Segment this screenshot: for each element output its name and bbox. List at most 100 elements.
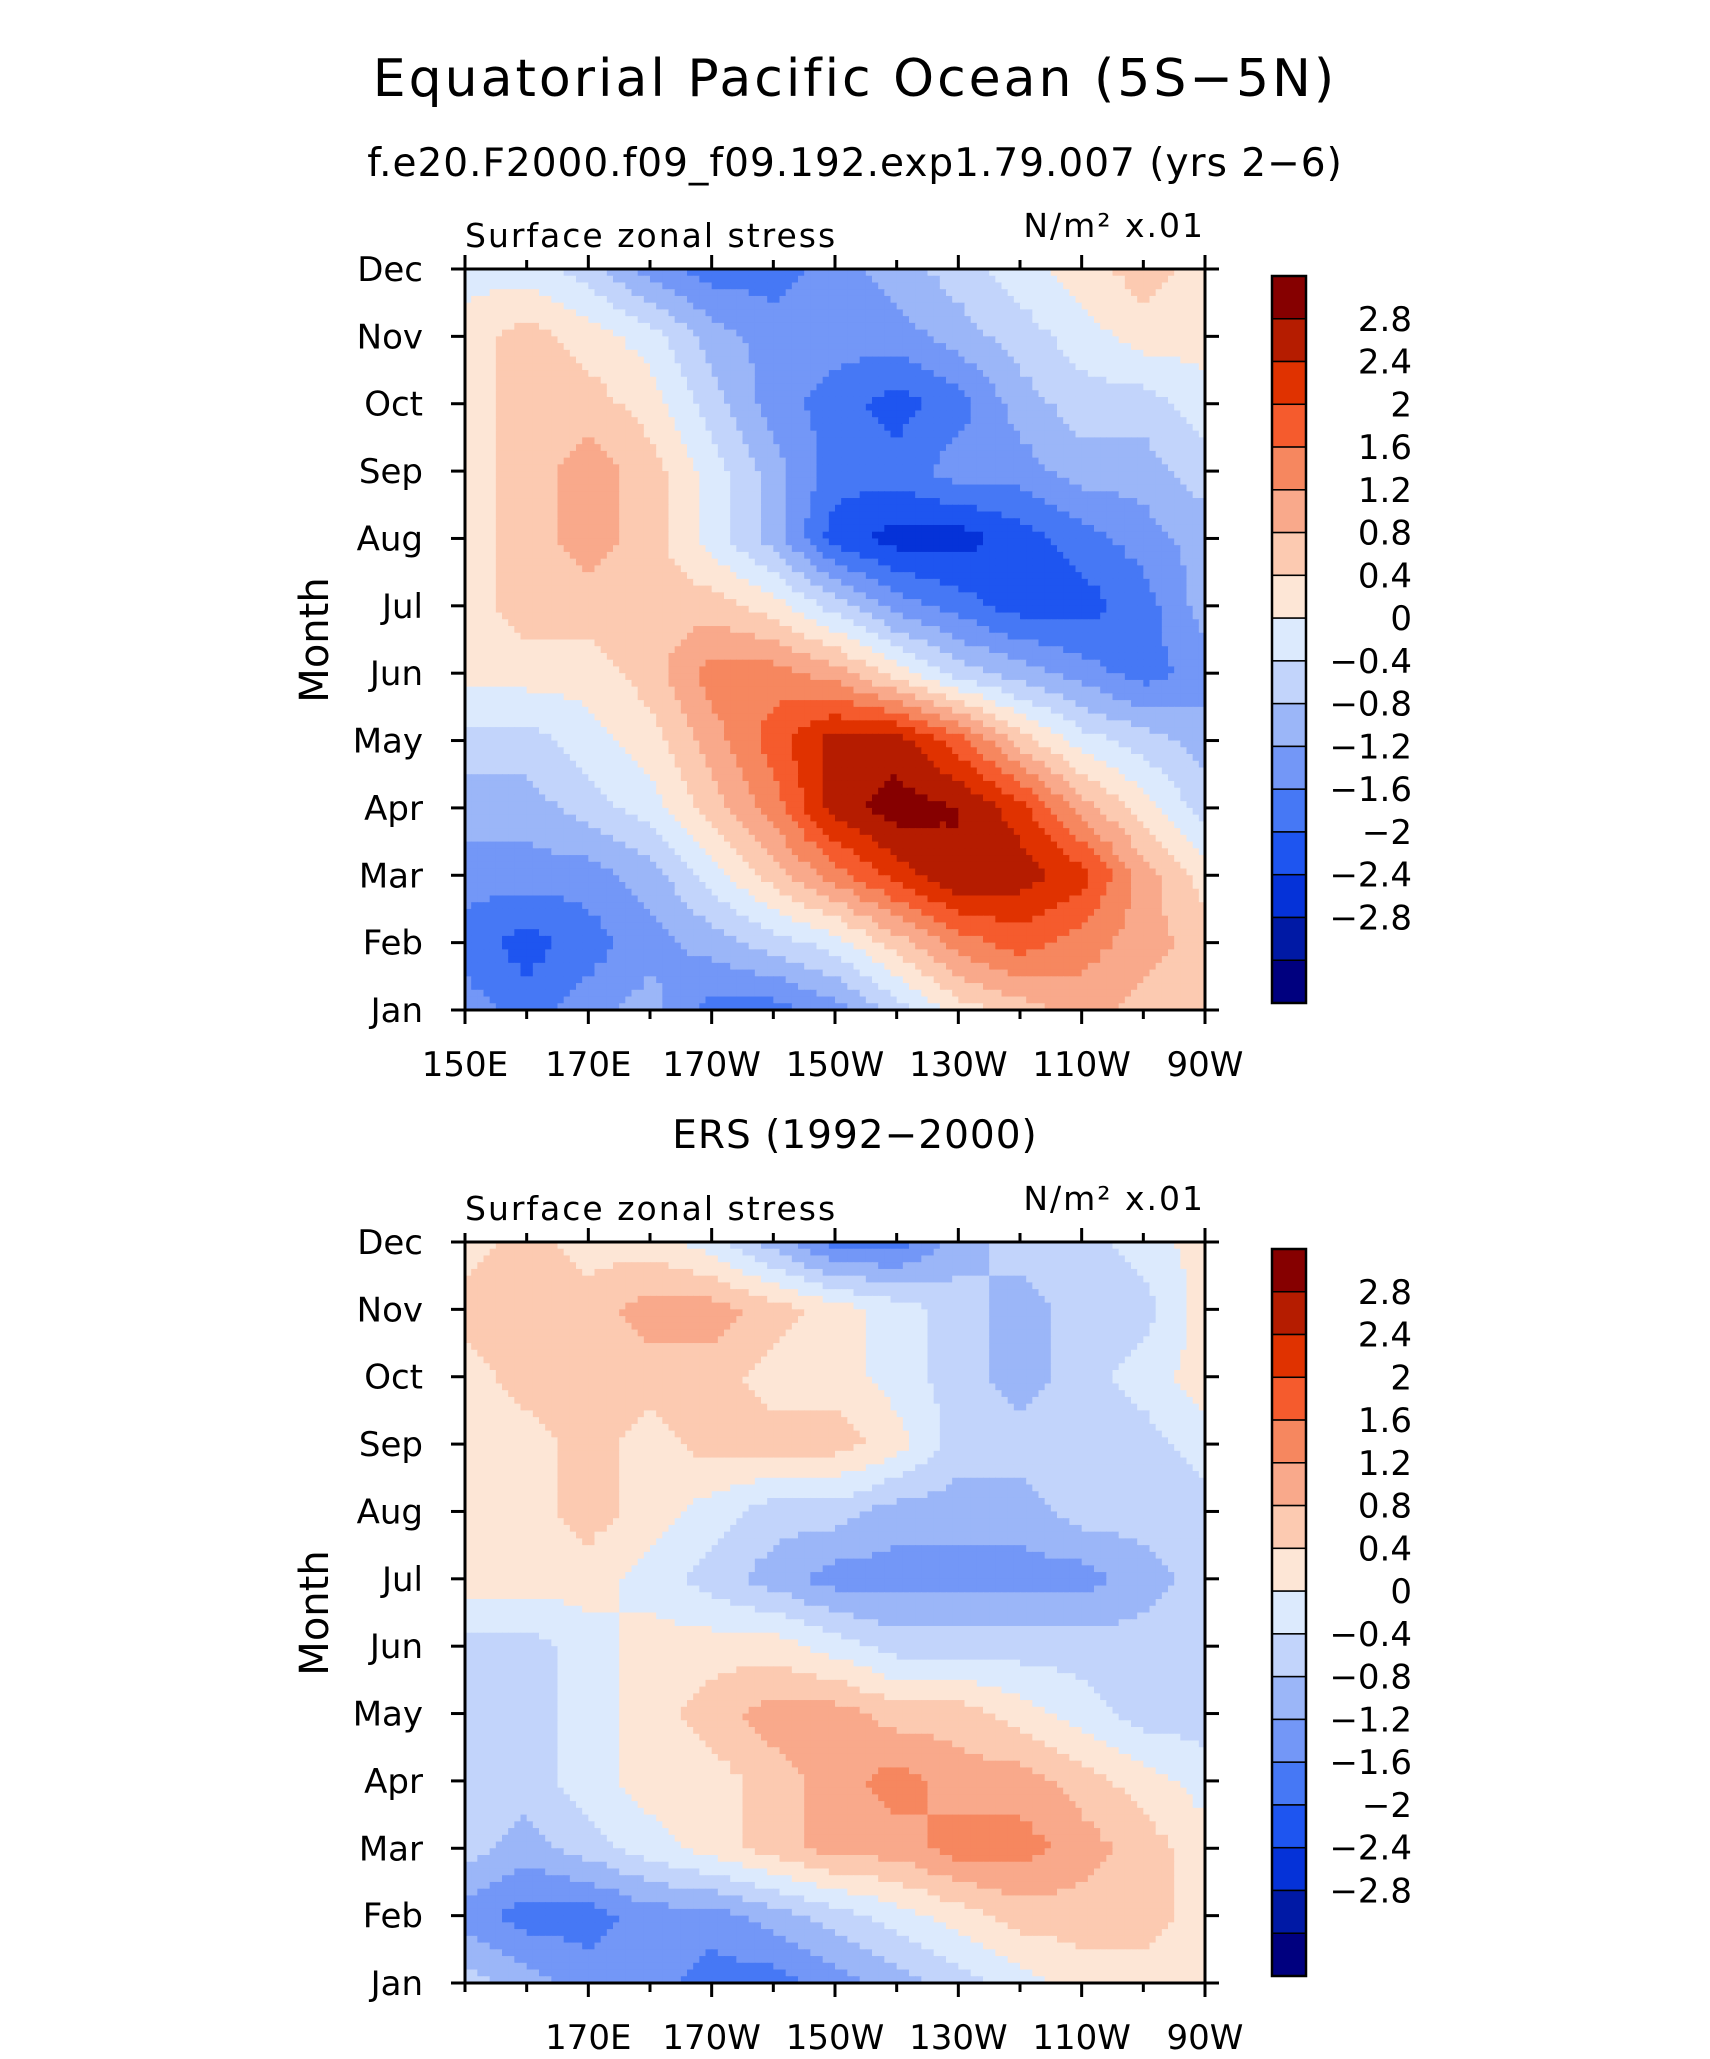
contour-cell bbox=[693, 511, 700, 519]
contour-cell bbox=[884, 329, 892, 337]
contour-cell bbox=[835, 491, 842, 499]
contour-cell bbox=[551, 343, 559, 351]
contour-cell bbox=[1032, 491, 1040, 499]
contour-cell bbox=[680, 289, 688, 297]
contour-cell bbox=[779, 457, 787, 465]
contour-cell bbox=[557, 322, 565, 331]
contour-cell bbox=[915, 430, 922, 439]
contour-cell bbox=[569, 289, 577, 297]
contour-cell bbox=[1026, 349, 1033, 358]
contour-cell bbox=[816, 403, 824, 412]
contour-cell bbox=[576, 518, 583, 526]
contour-cell bbox=[557, 343, 565, 351]
contour-cell bbox=[1149, 336, 1157, 344]
contour-cell bbox=[717, 390, 725, 398]
contour-cell bbox=[631, 524, 639, 533]
contour-cell bbox=[489, 491, 497, 499]
contour-cell bbox=[853, 471, 861, 479]
contour-cell bbox=[865, 498, 873, 506]
contour-cell bbox=[865, 336, 873, 344]
contour-cell bbox=[502, 417, 509, 425]
contour-cell bbox=[613, 464, 620, 472]
contour-cell bbox=[613, 518, 620, 526]
contour-cell bbox=[687, 322, 694, 331]
contour-cell bbox=[952, 349, 959, 358]
contour-cell bbox=[1180, 363, 1188, 371]
contour-cell bbox=[828, 349, 836, 358]
contour-cell bbox=[1044, 417, 1052, 425]
contour-cell bbox=[1007, 390, 1015, 398]
contour-cell bbox=[1137, 504, 1144, 513]
contour-cell bbox=[1038, 498, 1046, 506]
contour-cell bbox=[520, 504, 528, 513]
contour-cell bbox=[896, 282, 904, 290]
contour-cell bbox=[705, 518, 713, 526]
contour-cell bbox=[717, 477, 725, 486]
contour-cell bbox=[767, 410, 774, 418]
contour-cell bbox=[1057, 316, 1064, 324]
contour-cell bbox=[705, 269, 713, 277]
contour-cell bbox=[495, 376, 503, 385]
contour-cell bbox=[853, 464, 861, 472]
contour-cell bbox=[859, 282, 867, 290]
contour-cell bbox=[798, 471, 805, 479]
contour-cell bbox=[865, 370, 873, 378]
contour-cell bbox=[989, 531, 996, 540]
contour-cell bbox=[668, 275, 676, 284]
contour-cell bbox=[1100, 504, 1107, 513]
contour-cell bbox=[1057, 309, 1064, 317]
contour-cell bbox=[539, 491, 546, 499]
contour-cell bbox=[939, 396, 947, 405]
contour-cell bbox=[853, 531, 861, 540]
contour-cell bbox=[656, 322, 663, 331]
contour-cell bbox=[668, 430, 676, 439]
contour-cell bbox=[1057, 403, 1064, 412]
contour-cell bbox=[983, 322, 990, 331]
contour-cell bbox=[995, 295, 1003, 304]
contour-cell bbox=[921, 538, 929, 546]
contour-cell bbox=[502, 450, 509, 459]
contour-cell bbox=[483, 498, 491, 506]
contour-cell bbox=[637, 531, 645, 540]
contour-cell bbox=[637, 349, 645, 358]
contour-cell bbox=[958, 511, 966, 519]
contour-cell bbox=[1094, 275, 1101, 284]
contour-cell bbox=[693, 336, 700, 344]
contour-cell bbox=[662, 511, 670, 519]
contour-cell bbox=[508, 403, 515, 412]
contour-cell bbox=[964, 437, 972, 445]
contour-cell bbox=[594, 430, 602, 439]
contour-cell bbox=[1020, 309, 1027, 317]
contour-cell bbox=[520, 309, 528, 317]
contour-cell bbox=[711, 343, 719, 351]
contour-cell bbox=[989, 349, 996, 358]
contour-cell bbox=[1032, 316, 1040, 324]
contour-cell bbox=[810, 316, 818, 324]
contour-cell bbox=[1180, 396, 1188, 405]
contour-cell bbox=[822, 477, 830, 486]
contour-cell bbox=[736, 538, 744, 546]
contour-cell bbox=[495, 343, 503, 351]
contour-cell bbox=[1174, 282, 1181, 290]
contour-cell bbox=[773, 504, 781, 513]
contour-cell bbox=[631, 383, 639, 391]
contour-cell bbox=[1050, 437, 1058, 445]
contour-cell bbox=[551, 518, 559, 526]
contour-cell bbox=[643, 275, 651, 284]
contour-cell bbox=[483, 403, 491, 412]
contour-cell bbox=[465, 289, 472, 297]
contour-cell bbox=[952, 316, 959, 324]
contour-cell bbox=[711, 410, 719, 418]
contour-cell bbox=[847, 376, 855, 385]
contour-cell bbox=[976, 383, 984, 391]
contour-cell bbox=[1094, 396, 1101, 405]
contour-cell bbox=[865, 524, 873, 533]
contour-cell bbox=[502, 295, 509, 304]
contour-cell bbox=[662, 484, 670, 492]
contour-cell bbox=[761, 383, 768, 391]
contour-cell bbox=[471, 363, 478, 371]
contour-cell bbox=[1044, 282, 1052, 290]
contour-cell bbox=[1001, 450, 1009, 459]
contour-cell bbox=[847, 518, 855, 526]
contour-cell bbox=[1094, 491, 1101, 499]
